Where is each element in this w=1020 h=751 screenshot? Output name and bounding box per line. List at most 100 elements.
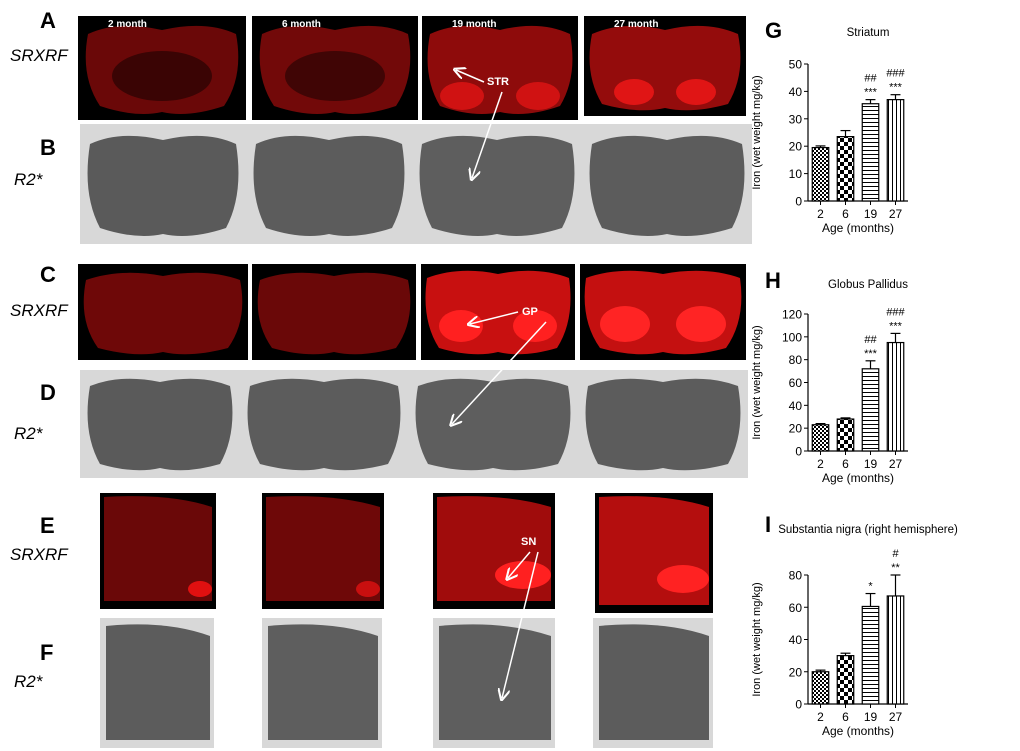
bar-19 [861,605,880,705]
y-tick-label: 50 [789,58,803,72]
bar-chart-striatum: Striatum 0 10 20 30 40 50 Iron (wet weight mg/k… [751,27,908,235]
srxrf-image-c-27m [580,264,746,360]
significance-star: *** [864,348,878,360]
bar-chart-globus-pallidus: Globus Pallidus 0 20 40 60 80 100 120 Iron (wet … [751,279,908,485]
srxrf-image-e-6m [262,493,384,609]
srxrf-image-a-19m: 19 month [422,16,578,120]
bar-6 [836,136,855,202]
r2-image-f-2m [100,618,214,748]
row-label-srxrf-c: SRXRF [10,301,68,320]
srxrf-image-e-27m [595,493,713,613]
row-label-r2-d: R2* [14,424,43,443]
y-tick-label: 20 [789,665,803,679]
chart-title: Substantia nigra (right hemisphere) [778,524,958,536]
srxrf-image-e-19m [433,493,555,609]
significance-hash: ## [864,334,877,346]
panel-letter-g: G [765,18,783,43]
panel-letter-d: D [40,380,56,405]
y-tick-label: 40 [789,633,803,647]
r2-image-f-27m [593,618,713,748]
chart-title: Globus Pallidus [828,279,908,291]
y-tick-label: 20 [789,422,803,436]
bar-19 [861,103,880,202]
significance-star: *** [889,82,903,94]
x-tick-label: 27 [889,710,903,724]
x-tick-label: 19 [864,457,878,471]
x-tick-label: 2 [817,710,824,724]
age-label-27m: 27 month [614,19,659,30]
srxrf-image-e-2m [100,493,216,609]
srxrf-image-a-6m: 6 month [252,16,418,120]
x-tick-label: 6 [842,457,849,471]
x-tick-label: 2 [817,207,824,221]
r2-image-d-2m [80,370,240,478]
x-axis-label: Age (months) [822,724,894,738]
significance-hash: ## [864,73,877,85]
bar-27 [886,595,905,705]
row-label-srxrf-a: SRXRF [10,46,68,65]
panel-letter-f: F [40,640,54,665]
bar-6 [836,418,855,452]
significance-star: *** [889,320,903,332]
y-tick-label: 60 [789,376,803,390]
x-tick-label: 19 [864,710,878,724]
r2-image-b-6m [246,124,412,244]
annotation-str: STR [487,76,509,88]
x-axis-label: Age (months) [822,471,894,485]
bar-chart-substantia-nigra: Substantia nigra (right hemisphere) 0 20 40… [751,524,958,738]
significance-star: ** [891,562,900,574]
bar-19 [861,368,880,452]
age-label-2m: 2 month [108,19,147,30]
y-tick-label: 0 [795,698,802,712]
y-tick-label: 60 [789,601,803,615]
y-tick-label: 0 [795,445,802,459]
r2-image-d-6m [240,370,408,478]
bar-2 [811,424,830,452]
srxrf-image-a-2m: 2 month [78,16,246,120]
r2-image-f-6m [262,618,382,748]
x-tick-label: 27 [889,457,903,471]
significance-hash: ### [886,68,905,80]
x-tick-label: 27 [889,207,903,221]
srxrf-image-c-2m [78,264,248,360]
panel-letter-a: A [40,8,56,33]
y-tick-label: 30 [789,112,803,126]
age-label-6m: 6 month [282,19,321,30]
significance-star: *** [864,87,878,99]
age-label-19m: 19 month [452,19,497,30]
x-tick-label: 6 [842,710,849,724]
row-label-r2-f: R2* [14,672,43,691]
y-tick-label: 80 [789,353,803,367]
annotation-sn: SN [521,536,537,548]
x-tick-label: 19 [864,207,878,221]
r2-image-f-19m [433,618,555,748]
y-tick-label: 40 [789,85,803,99]
y-tick-label: 0 [795,195,802,209]
r2-image-b-27m [582,124,752,244]
panel-letter-c: C [40,262,56,287]
srxrf-image-c-6m [252,264,416,360]
y-tick-label: 10 [789,167,803,181]
bar-6 [836,655,855,705]
y-axis-label: Iron (wet weight mg/kg) [751,582,763,696]
chart-title: Striatum [847,27,890,39]
x-axis-label: Age (months) [822,221,894,235]
panel-letter-e: E [40,513,55,538]
bar-2 [811,146,830,202]
r2-image-b-2m [80,124,246,244]
x-tick-label: 6 [842,207,849,221]
significance-hash: ### [886,306,905,318]
bar-27 [886,341,905,452]
r2-image-d-27m [578,370,748,478]
y-tick-label: 20 [789,140,803,154]
y-tick-label: 80 [789,569,803,583]
y-tick-label: 40 [789,399,803,413]
y-tick-label: 120 [782,308,802,322]
y-tick-label: 100 [782,330,802,344]
row-label-r2-b: R2* [14,170,43,189]
panel-letter-b: B [40,135,56,160]
annotation-gp: GP [522,306,538,318]
bar-2 [811,671,830,705]
x-tick-label: 2 [817,457,824,471]
r2-image-d-19m [408,370,578,478]
